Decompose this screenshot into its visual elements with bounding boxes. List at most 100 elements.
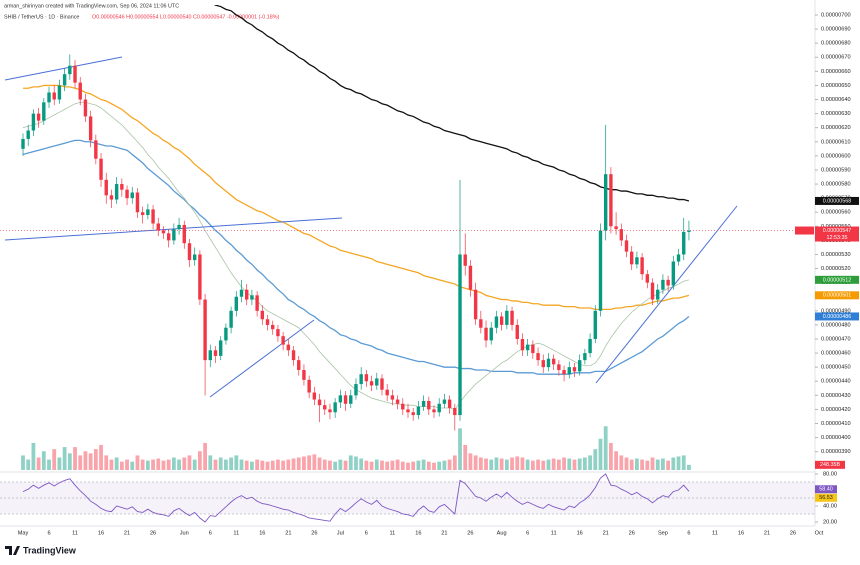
candle-body <box>447 399 452 409</box>
trendline <box>4 217 343 241</box>
volume-bar <box>151 459 155 470</box>
candle-body <box>395 399 400 404</box>
candle-body <box>619 229 624 241</box>
candle-body <box>349 395 353 404</box>
price-tag-label: 0.00000547 <box>823 228 851 234</box>
y-tick-label: 0.00000420 <box>821 407 851 413</box>
candle-body <box>385 389 389 396</box>
symbol-line: SHIB / TetherUS · 1D · Binance <box>4 14 79 20</box>
volume-bar <box>161 460 166 470</box>
candle-body <box>650 282 655 300</box>
candle-body <box>583 353 587 361</box>
y-tick-label: 0.00000590 <box>821 167 851 173</box>
volume-bar <box>635 458 639 470</box>
y-tick-label: 0.00000400 <box>821 435 851 441</box>
candle-body <box>416 406 421 416</box>
volume-bar <box>145 460 150 470</box>
volume-bar <box>52 449 57 470</box>
x-tick-label: 26 <box>629 530 635 536</box>
volume-bar <box>499 458 504 470</box>
candle-body <box>208 350 212 361</box>
candle-body <box>328 409 332 413</box>
candle-body <box>62 74 67 86</box>
y-tick-label: 0.00000490 <box>821 308 851 314</box>
candle-body <box>442 399 447 404</box>
ma-tag <box>815 291 859 300</box>
volume-bar <box>41 451 46 470</box>
logo-mark <box>5 546 20 555</box>
rsi-tag-label: 58.40 <box>819 487 833 493</box>
candle-body <box>666 279 670 286</box>
volume-bar <box>385 461 390 470</box>
x-tick-label: 6 <box>687 530 690 536</box>
volume-bar <box>281 460 286 470</box>
candle-body <box>609 174 613 227</box>
volume-bar <box>83 451 88 470</box>
x-tick-label: Aug <box>497 530 507 536</box>
y-tick-label: 0.00000520 <box>821 266 851 272</box>
x-tick-label: 16 <box>577 530 583 536</box>
volume-bar <box>588 455 592 470</box>
candle-body <box>624 240 629 252</box>
candle-body <box>458 254 462 416</box>
volume-bar <box>650 457 655 470</box>
volume-bar <box>411 461 416 470</box>
x-tick-label: 21 <box>124 530 130 536</box>
candle-body <box>78 82 82 100</box>
candle-body <box>198 254 202 300</box>
volume-bar <box>21 455 25 470</box>
volume-tag <box>815 460 845 469</box>
volume-bar <box>140 459 145 470</box>
candle-body <box>505 310 509 325</box>
volume-bar <box>47 459 51 470</box>
candle-body <box>598 230 603 311</box>
candle-body <box>390 395 395 400</box>
candle-body <box>323 405 327 410</box>
candle-body <box>307 379 311 393</box>
volume-bar <box>333 461 338 470</box>
x-tick-label: 26 <box>311 530 317 536</box>
candle-body <box>401 403 405 410</box>
candle-body <box>479 319 483 328</box>
x-tick-label: 6 <box>526 530 529 536</box>
trendline <box>4 56 123 81</box>
volume-bar <box>619 455 624 470</box>
y-tick-label: 0.00000630 <box>821 111 851 117</box>
candle-body <box>245 289 249 300</box>
volume-bar <box>218 457 223 470</box>
y-tick-label: 0.00000620 <box>821 125 851 131</box>
volume-bar <box>31 442 36 470</box>
candle-body <box>161 230 166 234</box>
volume-layer <box>21 426 691 470</box>
volume-tag-label: 248.35B <box>820 462 840 468</box>
candle-body <box>572 367 577 372</box>
y-tick-label: 0.00000530 <box>821 252 851 258</box>
volume-bar <box>494 457 499 470</box>
volume-bar <box>73 447 77 470</box>
y-tick-label: 0.00000460 <box>821 351 851 357</box>
volume-bar <box>598 438 603 470</box>
logo-text: TradingView <box>23 545 77 555</box>
candle-body <box>109 195 114 200</box>
x-tick-label: 6 <box>47 530 50 536</box>
candle-body <box>104 179 108 196</box>
volume-bar <box>364 460 369 470</box>
volume-bar <box>296 457 301 470</box>
volume-bar <box>114 457 119 470</box>
volume-bar <box>582 457 587 470</box>
x-tick-label: Jun <box>180 530 189 536</box>
candle-body <box>489 327 493 341</box>
candle-body <box>88 116 93 141</box>
candle-body <box>182 224 186 244</box>
volume-bar <box>546 459 551 470</box>
volume-bar <box>348 455 353 470</box>
volume-bar <box>244 460 249 470</box>
volume-bar <box>270 460 275 470</box>
x-tick-label: 6 <box>209 530 212 536</box>
volume-bar <box>468 453 473 470</box>
volume-bar <box>109 459 114 470</box>
candle-body <box>265 319 270 325</box>
candle-body <box>682 231 686 255</box>
candle-body <box>380 378 384 390</box>
